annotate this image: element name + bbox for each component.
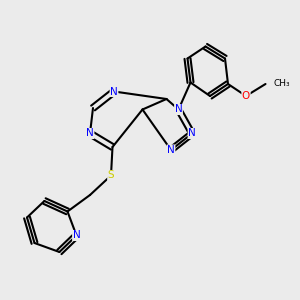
Text: N: N [175, 104, 182, 115]
Text: O: O [242, 91, 250, 101]
Text: N: N [73, 230, 80, 241]
Text: S: S [108, 170, 114, 181]
Text: N: N [167, 145, 175, 155]
Text: N: N [188, 128, 196, 139]
Text: N: N [110, 86, 118, 97]
Text: CH₃: CH₃ [273, 80, 290, 88]
Text: N: N [86, 128, 94, 139]
